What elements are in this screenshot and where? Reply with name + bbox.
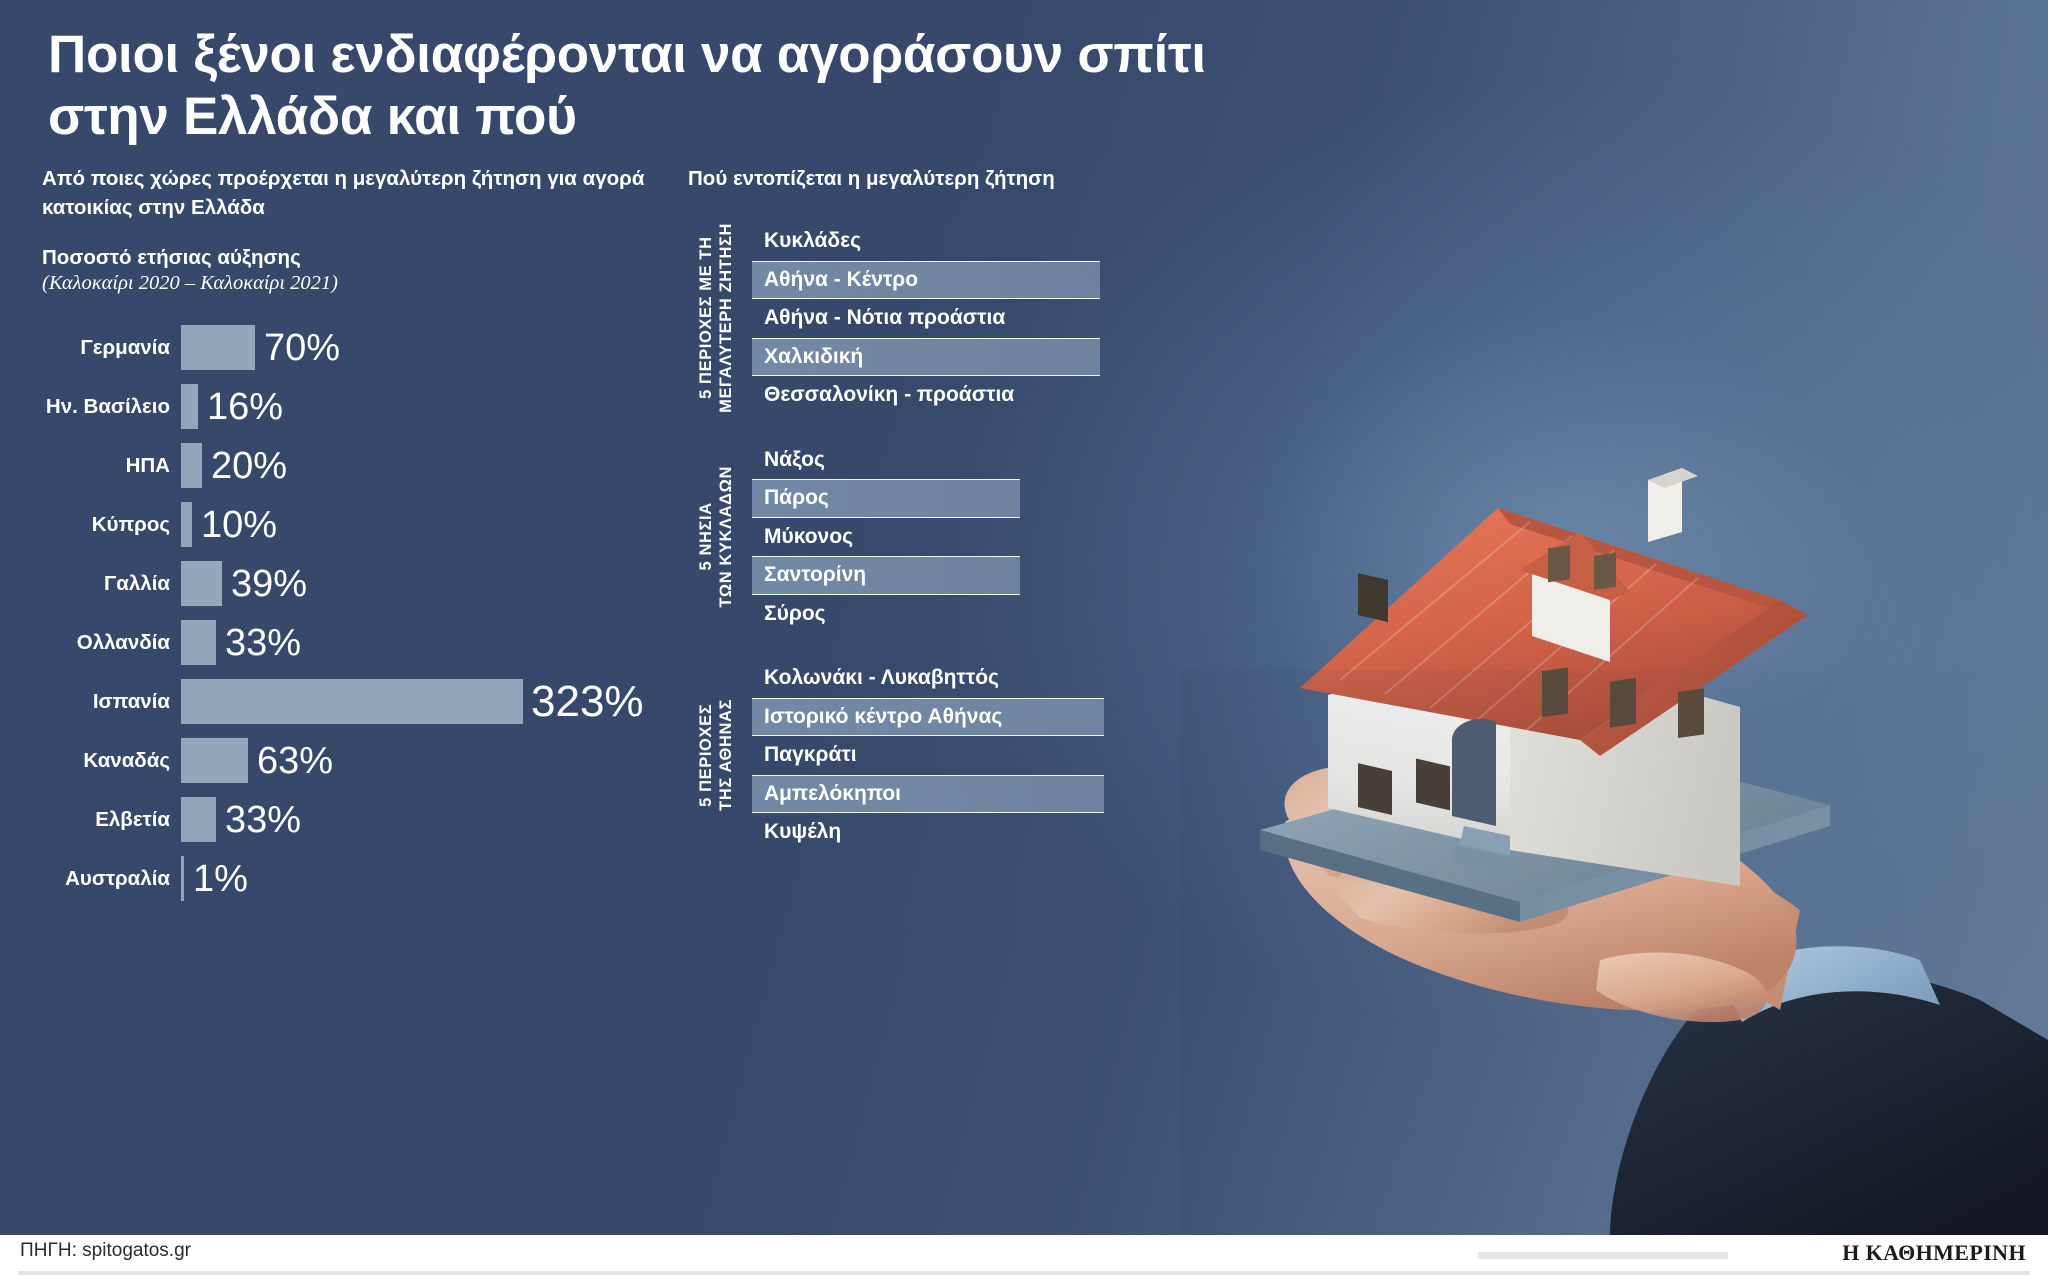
- footer-bar: [0, 1235, 2048, 1275]
- region-list-item: Αμπελόκηποι: [752, 774, 1104, 813]
- hand-holding-house-photo: [1180, 468, 2048, 1235]
- region-group-label-text: 5 ΠΕΡΙΟΧΕΣ ΜΕ ΤΗ ΜΕΓΑΛΥΤΕΡΗ ΖΗΤΗΣΗ: [696, 223, 735, 414]
- regions-panel: 5 ΠΕΡΙΟΧΕΣ ΜΕ ΤΗ ΜΕΓΑΛΥΤΕΡΗ ΖΗΤΗΣΗ Κυκλάδ…: [688, 222, 1168, 878]
- bar-category-label: Ην. Βασίλειο: [45, 394, 170, 418]
- bar-value-label: 20%: [211, 444, 288, 487]
- region-list-item: Αθήνα - Νότια προάστια: [764, 306, 1006, 330]
- bar-value-label: 1%: [193, 857, 248, 900]
- bar-row: Ολλανδία 33%: [42, 613, 682, 672]
- bar-category-label: Κύπρος: [91, 512, 170, 536]
- bar-value-label: 39%: [231, 562, 308, 605]
- bar-category-label: ΗΠΑ: [125, 453, 170, 477]
- bar-category-label: Ολλανδία: [76, 630, 170, 654]
- bar-value-label: 323%: [531, 676, 644, 726]
- subtitle-left: Από ποιες χώρες προέρχεται η μεγαλύτερη …: [42, 167, 645, 220]
- region-list-item: Μύκονος: [764, 524, 853, 548]
- bar-value-label: 70%: [264, 326, 341, 369]
- bar-fill: [181, 679, 523, 724]
- bar-value-label: 33%: [225, 621, 302, 664]
- region-group-label-text: 5 ΝΗΣΙΑ ΤΩΝ ΚΥΚΛΑΔΩΝ: [696, 466, 735, 608]
- bar-track: 63%: [181, 731, 682, 790]
- region-list: Κυκλάδες Αθήνα - Κέντρο Αθήνα - Νότια προά…: [752, 222, 1168, 415]
- bar-value-label: 33%: [225, 798, 302, 841]
- region-list-item: Πάρος: [752, 479, 1020, 518]
- bar-row: Ελβετία 33%: [42, 790, 682, 849]
- region-list-item: Νάξος: [764, 447, 825, 471]
- region-list-item: Χαλκιδική: [752, 337, 1100, 376]
- bar-row: Γερμανία 70%: [42, 318, 682, 377]
- region-list: Νάξος Πάρος Μύκονος Σαντορίνη Σύρος: [752, 441, 1168, 634]
- region-group-label: 5 ΠΕΡΙΟΧΕΣ ΤΗΣ ΑΘΗΝΑΣ: [688, 659, 744, 852]
- region-group: 5 ΠΕΡΙΟΧΕΣ ΜΕ ΤΗ ΜΕΓΑΛΥΤΕΡΗ ΖΗΤΗΣΗ Κυκλάδ…: [688, 222, 1168, 415]
- bar-fill: [181, 620, 216, 665]
- bar-track: 33%: [181, 613, 682, 672]
- bar-track: 33%: [181, 790, 682, 849]
- source-credit: ΠΗΓΗ: spitogatos.gr: [20, 1240, 191, 1261]
- bar-fill: [181, 797, 216, 842]
- region-list-item: Σύρος: [764, 601, 826, 625]
- bar-category-label: Ισπανία: [92, 689, 170, 713]
- bar-track: 10%: [181, 495, 682, 554]
- publisher-logo: Η ΚΑΘΗΜΕΡΙΝΗ: [1842, 1240, 2026, 1265]
- chart-metric-heading: Ποσοστό ετήσιας αύξησης: [42, 246, 301, 269]
- bar-row: ΗΠΑ 20%: [42, 436, 682, 495]
- bar-fill: [181, 325, 255, 370]
- bar-track: 20%: [181, 436, 682, 495]
- bar-row: Κύπρος 10%: [42, 495, 682, 554]
- region-list-item: Κυκλάδες: [764, 229, 862, 253]
- bar-track: 16%: [181, 377, 682, 436]
- bar-row: Καναδάς 63%: [42, 731, 682, 790]
- region-group: 5 ΠΕΡΙΟΧΕΣ ΤΗΣ ΑΘΗΝΑΣ Κολωνάκι - Λυκαβηττ…: [688, 659, 1168, 852]
- region-group-label: 5 ΠΕΡΙΟΧΕΣ ΜΕ ΤΗ ΜΕΓΑΛΥΤΕΡΗ ΖΗΤΗΣΗ: [688, 222, 744, 415]
- bar-category-label: Ελβετία: [95, 807, 170, 831]
- region-list-item: Παγκράτι: [764, 743, 857, 767]
- bar-row: Ισπανία 323%: [42, 672, 682, 731]
- chart-metric-period: (Καλοκαίρι 2020 – Καλοκαίρι 2021): [42, 272, 339, 294]
- region-list-item: Κολωνάκι - Λυκαβηττός: [764, 666, 999, 690]
- bar-value-label: 16%: [207, 385, 284, 428]
- region-group: 5 ΝΗΣΙΑ ΤΩΝ ΚΥΚΛΑΔΩΝ Νάξος Πάρος Μύκονος Σαν…: [688, 441, 1168, 634]
- bar-track: 39%: [181, 554, 682, 613]
- bar-row: Ην. Βασίλειο 16%: [42, 377, 682, 436]
- region-list: Κολωνάκι - Λυκαβηττός Ιστορικό κέντρο Αθή…: [752, 659, 1168, 852]
- page-title: Ποιοι ξένοι ενδιαφέρονται να αγοράσουν σ…: [48, 25, 1206, 146]
- bar-category-label: Γαλλία: [103, 571, 170, 595]
- region-group-label-text: 5 ΠΕΡΙΟΧΕΣ ΤΗΣ ΑΘΗΝΑΣ: [696, 699, 735, 812]
- bar-value-label: 63%: [257, 739, 334, 782]
- region-list-item: Σαντορίνη: [752, 556, 1020, 595]
- region-list-item: Κυψέλη: [764, 820, 842, 844]
- bar-fill: [181, 384, 198, 429]
- subtitle-right: Πού εντοπίζεται η μεγαλύτερη ζήτηση: [688, 167, 1055, 190]
- region-list-item: Θεσσαλονίκη - προάστια: [764, 383, 1015, 407]
- bar-fill: [181, 443, 202, 488]
- bar-track: 70%: [181, 318, 682, 377]
- bar-category-label: Καναδάς: [83, 748, 170, 772]
- bar-track: 323%: [181, 672, 682, 731]
- region-list-item: Αθήνα - Κέντρο: [752, 260, 1100, 299]
- bar-row: Γαλλία 39%: [42, 554, 682, 613]
- bar-row: Αυστραλία 1%: [42, 849, 682, 908]
- region-list-item: Ιστορικό κέντρο Αθήνας: [752, 697, 1104, 736]
- region-group-label: 5 ΝΗΣΙΑ ΤΩΝ ΚΥΚΛΑΔΩΝ: [688, 441, 744, 634]
- bar-category-label: Αυστραλία: [65, 866, 170, 890]
- country-demand-bar-chart: Γερμανία 70% Ην. Βασίλειο 16% ΗΠΑ 20% Κύπρος 10…: [42, 318, 682, 908]
- bar-value-label: 10%: [201, 503, 278, 546]
- footer-rule: [18, 1271, 2030, 1275]
- brand-rule: [1478, 1252, 1728, 1259]
- bar-category-label: Γερμανία: [80, 335, 170, 359]
- bar-fill: [181, 856, 184, 901]
- bar-fill: [181, 502, 192, 547]
- bar-fill: [181, 561, 222, 606]
- bar-track: 1%: [181, 849, 682, 908]
- bar-fill: [181, 738, 248, 783]
